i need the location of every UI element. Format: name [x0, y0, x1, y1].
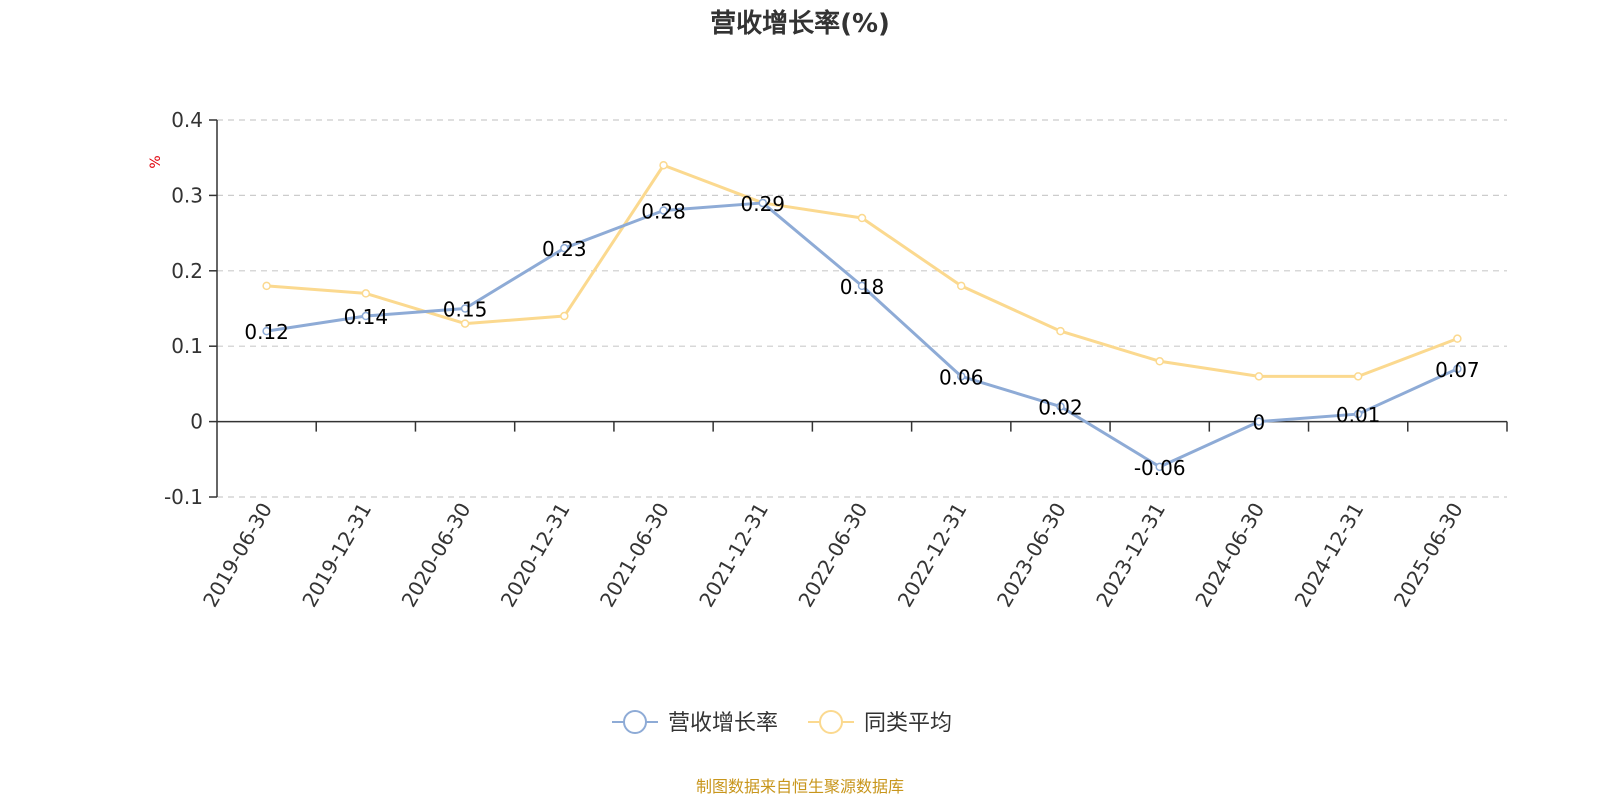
y-tick-label: -0.1	[164, 485, 203, 509]
data-point-peer-average[interactable]	[956, 281, 966, 291]
data-point-peer-average[interactable]	[1155, 357, 1164, 366]
data-label: 0.18	[840, 275, 885, 299]
y-tick-label: 0.1	[171, 334, 203, 358]
data-label: 0.07	[1435, 358, 1480, 382]
data-label: 0.02	[1038, 396, 1083, 420]
source-note: 制图数据来自恒生聚源数据库	[696, 777, 904, 796]
data-point-peer-average[interactable]	[361, 289, 371, 298]
x-tick-label: 2022-12-31	[893, 498, 972, 611]
data-label: 0.01	[1336, 403, 1381, 427]
data-point-peer-average[interactable]	[659, 160, 668, 170]
y-tick-label: 0.2	[171, 259, 203, 283]
data-label: 0.15	[443, 298, 488, 322]
data-point-peer-average[interactable]	[560, 311, 569, 321]
x-tick-label: 2020-06-30	[397, 498, 476, 611]
data-point-revenue-growth[interactable]	[1056, 402, 1065, 411]
legend-label: 营收增长率	[668, 711, 778, 736]
data-point-revenue-growth[interactable]	[460, 304, 470, 313]
data-point-peer-average[interactable]	[1453, 334, 1462, 343]
data-point-revenue-growth[interactable]	[262, 326, 271, 336]
x-tick-label: 2025-06-30	[1389, 499, 1468, 612]
series-lines	[262, 160, 1462, 472]
chart-title: 营收增长率(%)	[710, 8, 890, 39]
legend-marker	[623, 710, 647, 734]
grid-lines	[217, 119, 1507, 498]
data-point-revenue-growth[interactable]	[659, 206, 668, 215]
data-point-peer-average[interactable]	[1056, 326, 1065, 336]
y-tick-label: 0.4	[171, 108, 203, 132]
data-point-peer-average[interactable]	[857, 213, 867, 223]
data-point-peer-average[interactable]	[1353, 372, 1363, 381]
legend-item-peer-average[interactable]: 同类平均	[808, 710, 952, 736]
x-tick-label: 2021-06-30	[595, 499, 674, 612]
data-labels: 0.12 0.14 0.15 0.23 0.28 0.29 0.18 0.06 0.02 -0.0…	[244, 192, 1479, 480]
data-label: 0.28	[641, 199, 686, 223]
data-point-revenue-growth[interactable]	[1254, 417, 1264, 426]
x-tick-label: 2022-06-30	[793, 499, 872, 612]
data-point-peer-average[interactable]	[460, 319, 470, 328]
data-label: 0.06	[939, 365, 984, 389]
data-label: 0	[1253, 411, 1266, 435]
legend-item-revenue-growth[interactable]: 营收增长率	[612, 710, 778, 736]
data-label: 0.23	[542, 237, 587, 261]
x-tick-label: 2019-06-30	[198, 499, 277, 612]
y-tick-label: 0	[190, 410, 203, 434]
data-point-revenue-growth[interactable]	[857, 281, 867, 291]
data-point-peer-average[interactable]	[1254, 372, 1264, 381]
x-tick-label: 2023-12-31	[1091, 499, 1170, 612]
y-axis-unit-label: %	[148, 155, 164, 168]
legend-label: 同类平均	[864, 711, 952, 736]
x-tick-label: 2023-06-30	[992, 499, 1071, 612]
data-point-revenue-growth[interactable]	[1353, 409, 1363, 419]
axes: -0.1 0 0.1 0.2 0.3 0.4 2019-06-30 2019-12-31 202…	[164, 108, 1508, 612]
x-tick-label: 2019-12-31	[297, 499, 376, 612]
data-point-revenue-growth[interactable]	[956, 372, 966, 381]
y-tick-label: 0.3	[171, 183, 203, 207]
x-tick-label: 2020-12-31	[496, 499, 575, 612]
data-point-revenue-growth[interactable]	[560, 243, 569, 253]
data-point-revenue-growth[interactable]	[1155, 462, 1164, 472]
series-line-revenue-growth	[265, 201, 1459, 469]
x-tick-label: 2024-12-31	[1290, 499, 1369, 612]
legend[interactable]: 营收增长率 同类平均	[612, 710, 952, 736]
data-point-revenue-growth[interactable]	[361, 311, 371, 321]
data-point-peer-average[interactable]	[262, 281, 271, 291]
data-label: 0.12	[244, 320, 289, 344]
data-point-revenue-growth[interactable]	[758, 198, 768, 208]
data-label: -0.06	[1134, 456, 1186, 480]
data-label: 0.14	[344, 305, 389, 329]
legend-marker	[819, 710, 843, 734]
x-tick-label: 2024-06-30	[1190, 499, 1269, 612]
data-label: 0.29	[741, 192, 786, 216]
x-tick-label: 2021-12-31	[694, 499, 773, 612]
data-point-revenue-growth[interactable]	[1453, 364, 1462, 374]
